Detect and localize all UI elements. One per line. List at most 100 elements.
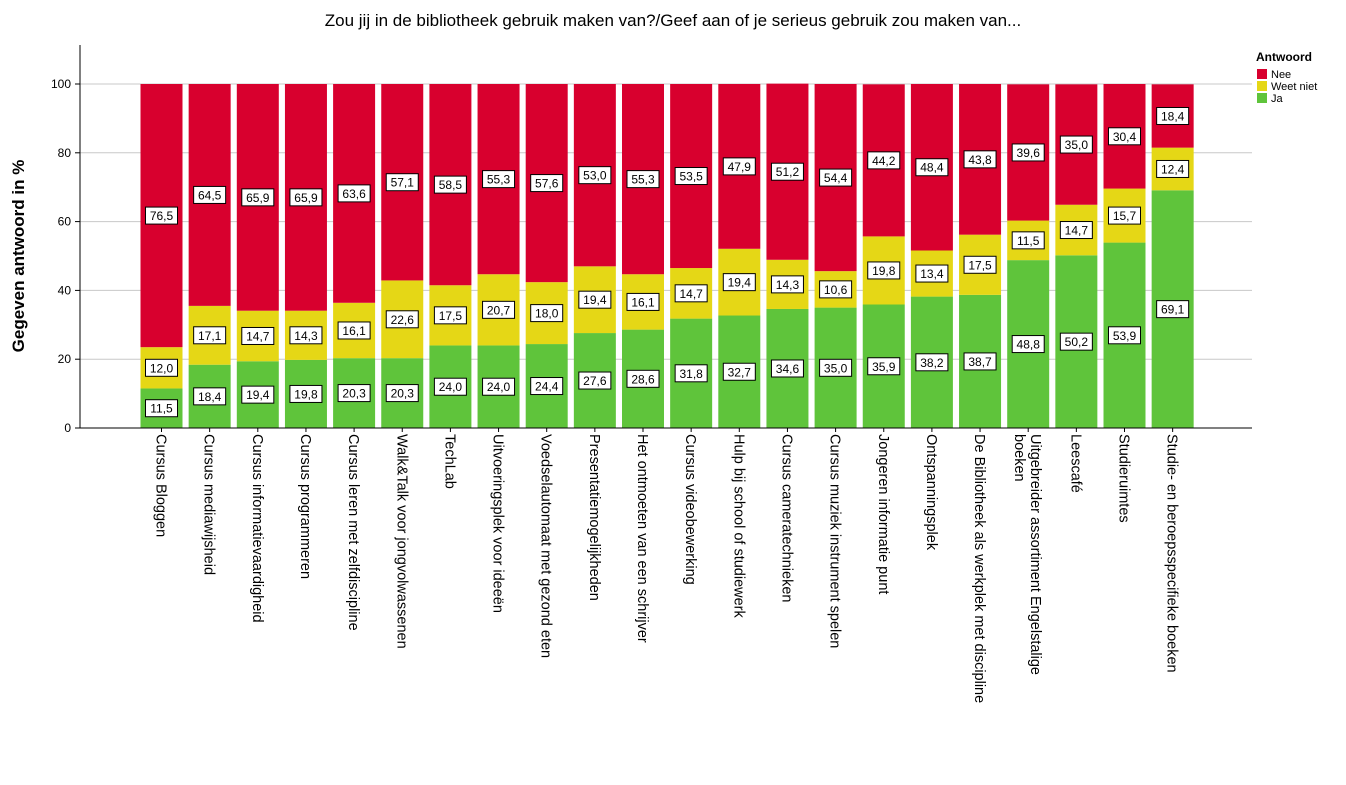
data-label-text: 20,7 <box>487 303 511 317</box>
data-label-box <box>626 292 660 311</box>
data-label-box <box>722 157 756 176</box>
category-label: De Bibliotheek als werkplek met discipli… <box>971 434 987 703</box>
data-label-box <box>289 326 323 345</box>
data-label-box <box>963 255 997 274</box>
data-label: 53,9 <box>1108 326 1141 345</box>
data-label: 22,6 <box>385 310 419 329</box>
data-label-text: 19,4 <box>728 276 752 290</box>
data-label-text: 35,0 <box>824 361 848 375</box>
data-label: 43,8 <box>963 150 997 169</box>
data-label-text: 43,8 <box>968 153 992 167</box>
category-label: Leescafé <box>1067 434 1083 493</box>
data-label: 10,6 <box>819 280 853 299</box>
legend-entry: Ja <box>1271 93 1284 105</box>
data-label-text: 65,9 <box>294 191 318 205</box>
category-label: Cursus videobewerking <box>682 434 698 585</box>
data-label-box <box>530 377 564 396</box>
data-label-box <box>193 185 227 204</box>
data-label: 53,0 <box>578 166 612 185</box>
data-label: 17,1 <box>193 326 227 345</box>
data-label-box <box>915 353 949 372</box>
data-label: 20,3 <box>385 384 419 403</box>
data-label-text: 19,4 <box>246 388 270 402</box>
data-label-text: 18,4 <box>198 390 222 404</box>
data-label-text: 35,0 <box>1065 138 1089 152</box>
data-label: 38,2 <box>915 353 949 372</box>
data-label: 17,5 <box>963 255 997 274</box>
data-label-box <box>1011 143 1045 162</box>
data-label-text: 17,5 <box>439 309 463 323</box>
legend-swatch <box>1257 81 1267 91</box>
category-label: Studie- en beroepsspecifieke boeken <box>1164 434 1180 673</box>
category-label: Cursus informatievaardigheid <box>249 434 265 623</box>
data-label-text: 47,9 <box>728 160 752 174</box>
data-label: 11,5 <box>145 399 178 418</box>
data-label-box <box>145 358 178 377</box>
data-label: 53,5 <box>674 167 708 186</box>
data-label: 27,6 <box>578 371 612 390</box>
data-label: 55,3 <box>482 170 516 189</box>
data-label-box <box>578 290 612 309</box>
data-label-text: 53,5 <box>679 170 703 184</box>
y-tick-label: 100 <box>51 77 71 91</box>
data-label-text: 12,4 <box>1161 162 1185 176</box>
category-label: Presentatiemogelijkheden <box>586 434 602 601</box>
data-label: 15,7 <box>1108 206 1141 225</box>
data-label-box <box>770 162 804 181</box>
data-label-text: 53,9 <box>1113 329 1137 343</box>
legend-swatch <box>1257 69 1267 79</box>
data-labels: 11,5 12,0 76,5 18,4 17,1 64,5 19,4 14,7 65,9 19,8… <box>145 106 1190 418</box>
data-label-box <box>337 184 371 203</box>
data-label-text: 27,6 <box>583 374 607 388</box>
category-label: Cursus mediawijsheid <box>201 434 217 575</box>
data-label: 54,4 <box>819 168 853 187</box>
data-label-box <box>241 385 275 404</box>
data-label-box <box>674 167 708 186</box>
data-label-box <box>915 158 949 177</box>
category-label: TechLab <box>441 434 457 489</box>
data-label: 48,8 <box>1011 335 1045 354</box>
category-label: Cursus leren met zelfdiscipline <box>345 434 361 631</box>
data-label-text: 15,7 <box>1113 209 1137 223</box>
data-label-text: 19,4 <box>583 293 607 307</box>
data-label-box <box>1059 221 1093 240</box>
legend-entry: Nee <box>1271 69 1291 81</box>
data-label-text: 24,4 <box>535 380 559 394</box>
data-label: 18,4 <box>1156 106 1190 125</box>
data-label-text: 44,2 <box>872 154 896 168</box>
data-label-text: 14,3 <box>294 329 318 343</box>
data-label-text: 55,3 <box>487 173 511 187</box>
data-label-text: 38,2 <box>920 356 944 370</box>
data-label-text: 50,2 <box>1065 335 1089 349</box>
chart-title: Zou jij in de bibliotheek gebruik maken … <box>325 11 1021 30</box>
data-label-box <box>1156 159 1190 178</box>
data-label-box <box>770 275 804 294</box>
data-label-text: 12,0 <box>150 361 174 375</box>
data-label-box <box>241 326 275 345</box>
data-label-text: 55,3 <box>631 173 655 187</box>
category-label: Jongeren informatie punt <box>875 434 891 594</box>
data-label-box <box>385 384 419 403</box>
data-label-text: 16,1 <box>342 324 366 338</box>
data-label-text: 57,6 <box>535 177 559 191</box>
category-label: Ontspanningsplek <box>923 434 939 551</box>
data-label: 35,0 <box>819 358 853 377</box>
data-label: 34,6 <box>770 359 804 378</box>
data-label: 50,2 <box>1059 332 1093 351</box>
category-label: boeken <box>1011 434 1027 482</box>
data-label-box <box>867 357 901 376</box>
data-label: 30,4 <box>1108 127 1141 146</box>
data-label-text: 18,0 <box>535 307 559 321</box>
data-label: 44,2 <box>867 151 901 170</box>
data-label-text: 69,1 <box>1161 303 1185 317</box>
data-label: 47,9 <box>722 157 756 176</box>
data-label-text: 16,1 <box>631 295 655 309</box>
data-label-text: 11,5 <box>150 402 173 416</box>
data-label-text: 19,8 <box>294 387 318 401</box>
data-label-text: 32,7 <box>728 365 752 379</box>
category-label: Cursus Bloggen <box>153 434 169 537</box>
category-label: Cursus programmeren <box>297 434 313 579</box>
data-label: 31,8 <box>674 364 708 383</box>
data-label-box <box>1108 206 1141 225</box>
y-tick-label: 0 <box>64 421 71 435</box>
